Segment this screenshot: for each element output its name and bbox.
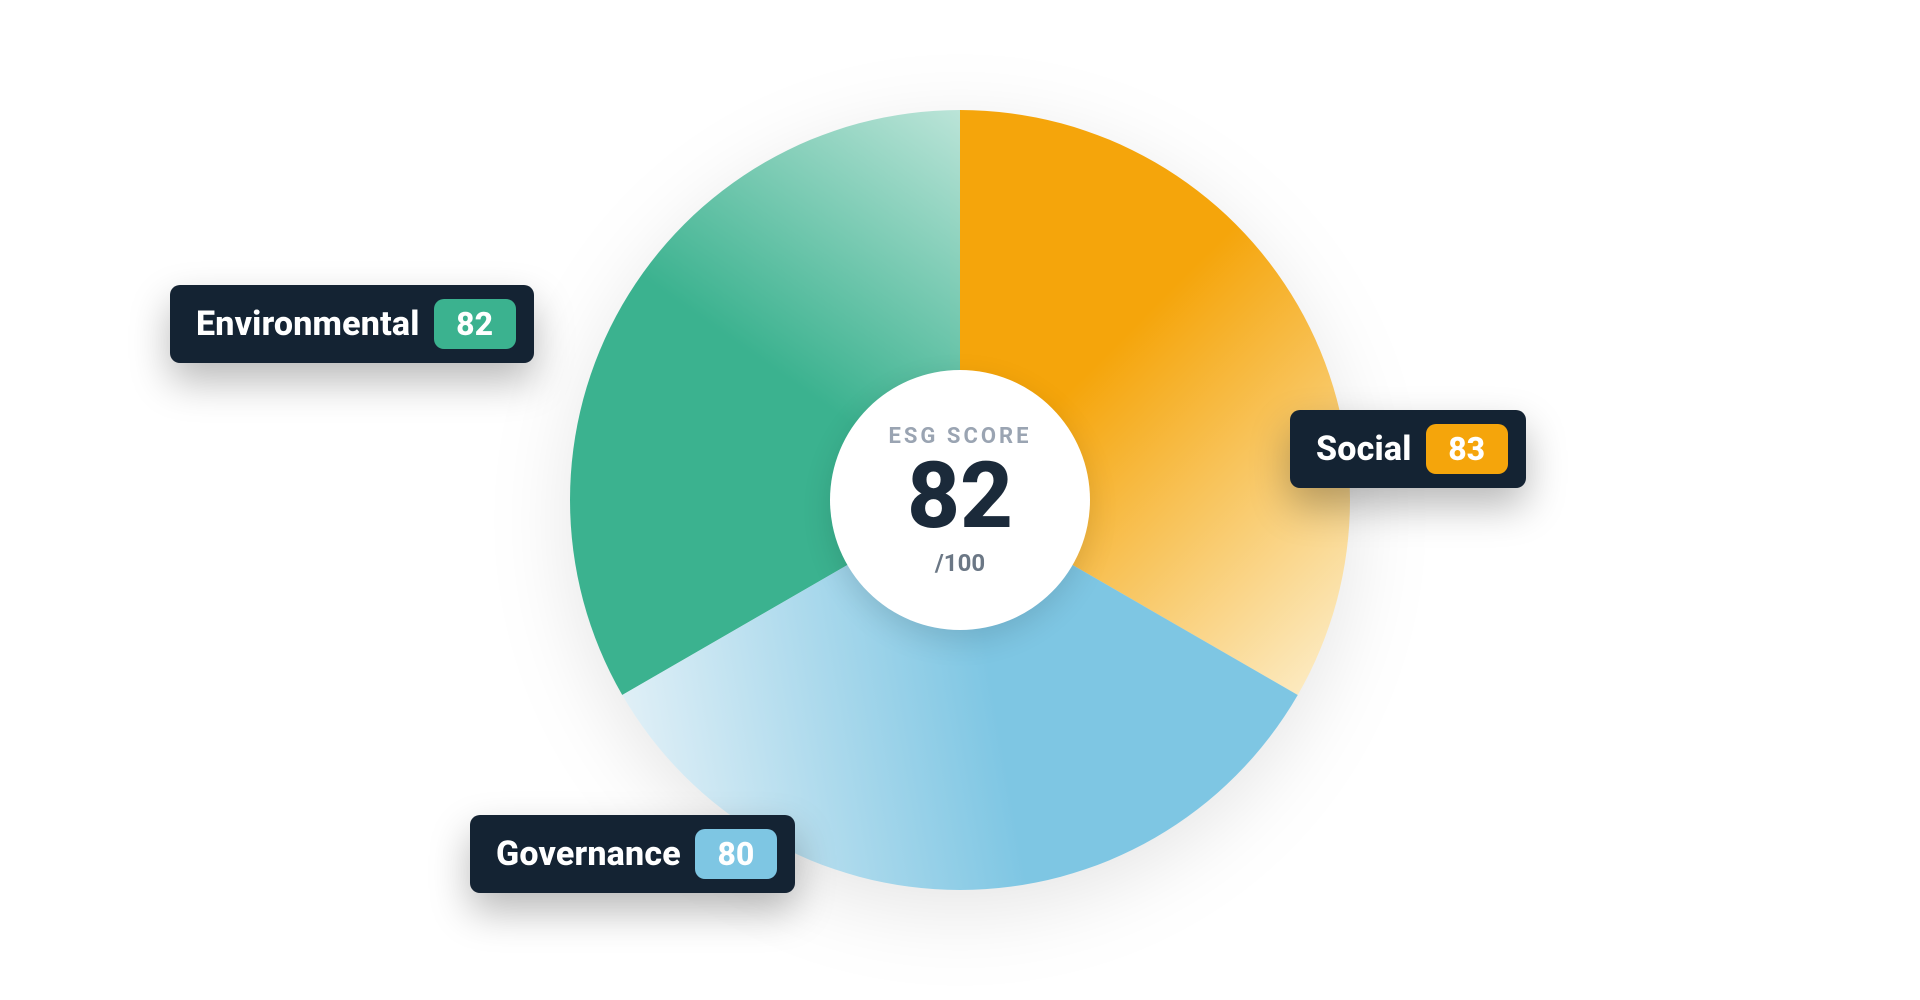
esg-donut-chart: ESG SCORE 82 /100	[570, 110, 1350, 890]
center-score-denominator: /100	[935, 549, 985, 577]
pill-environmental: Environmental 82	[170, 285, 534, 363]
esg-score-infographic: ESG SCORE 82 /100 Environmental 82 Socia…	[0, 0, 1920, 1000]
pill-governance-badge: 80	[695, 829, 777, 879]
pill-social-badge: 83	[1426, 424, 1508, 474]
center-score-value: 82	[907, 451, 1013, 543]
pill-governance: Governance 80	[470, 815, 795, 893]
pill-social: Social 83	[1290, 410, 1526, 488]
pill-environmental-label: Environmental	[196, 304, 420, 344]
pill-social-label: Social	[1316, 429, 1412, 469]
pill-governance-label: Governance	[496, 834, 681, 874]
center-disc: ESG SCORE 82 /100	[830, 370, 1090, 630]
pill-environmental-badge: 82	[434, 299, 516, 349]
